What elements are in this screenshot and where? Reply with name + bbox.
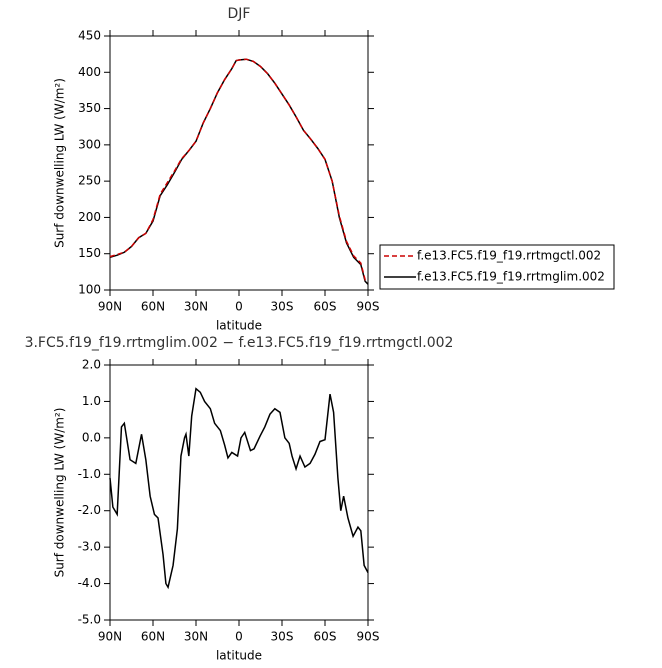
y-tick-label: 250 <box>78 174 101 188</box>
x-axis-label: latitude <box>216 649 262 663</box>
y-tick-label: 0.0 <box>82 430 101 444</box>
y-tick-label: 350 <box>78 101 101 115</box>
x-tick-label: 90S <box>357 300 380 314</box>
x-tick-label: 90N <box>98 300 122 314</box>
y-tick-label: -4.0 <box>78 576 101 590</box>
legend-label: f.e13.FC5.f19_f19.rrtmglim.002 <box>417 270 605 284</box>
x-tick-label: 60S <box>314 300 337 314</box>
y-tick-label: -1.0 <box>78 467 101 481</box>
y-axis-label: Surf downwelling LW (W/m²) <box>53 78 67 248</box>
x-tick-label: 60N <box>141 300 165 314</box>
x-tick-label: 60N <box>141 630 165 644</box>
x-tick-label: 30S <box>271 630 294 644</box>
y-tick-label: 300 <box>78 137 101 151</box>
y-tick-label: 150 <box>78 246 101 260</box>
chart-title: 3.FC5.f19_f19.rrtmglim.002 − f.e13.FC5.f… <box>25 335 454 351</box>
x-tick-label: 30N <box>184 630 208 644</box>
x-tick-label: 90N <box>98 630 122 644</box>
data-line <box>109 387 369 590</box>
x-tick-label: 60S <box>314 630 337 644</box>
y-tick-label: 1.0 <box>82 394 101 408</box>
y-tick-label: 100 <box>78 283 101 297</box>
y-axis-label: Surf downwelling LW (W/m²) <box>53 408 67 578</box>
y-tick-label: -3.0 <box>78 540 101 554</box>
legend-label: f.e13.FC5.f19_f19.rrtmgctl.002 <box>417 249 601 263</box>
y-tick-label: 450 <box>78 29 101 43</box>
x-tick-label: 0 <box>235 630 243 644</box>
y-tick-label: 400 <box>78 65 101 79</box>
x-tick-label: 30S <box>271 300 294 314</box>
data-line <box>109 58 369 283</box>
y-tick-label: -5.0 <box>78 613 101 627</box>
y-tick-label: -2.0 <box>78 503 101 517</box>
x-tick-label: 90S <box>357 630 380 644</box>
x-axis-label: latitude <box>216 319 262 333</box>
y-tick-label: 2.0 <box>82 358 101 372</box>
x-tick-label: 30N <box>184 300 208 314</box>
plot-frame <box>109 364 369 621</box>
x-tick-label: 0 <box>235 300 243 314</box>
plot-frame <box>109 35 369 291</box>
chart-title: DJF <box>228 6 251 22</box>
legend-box <box>379 244 615 290</box>
y-tick-label: 200 <box>78 210 101 224</box>
